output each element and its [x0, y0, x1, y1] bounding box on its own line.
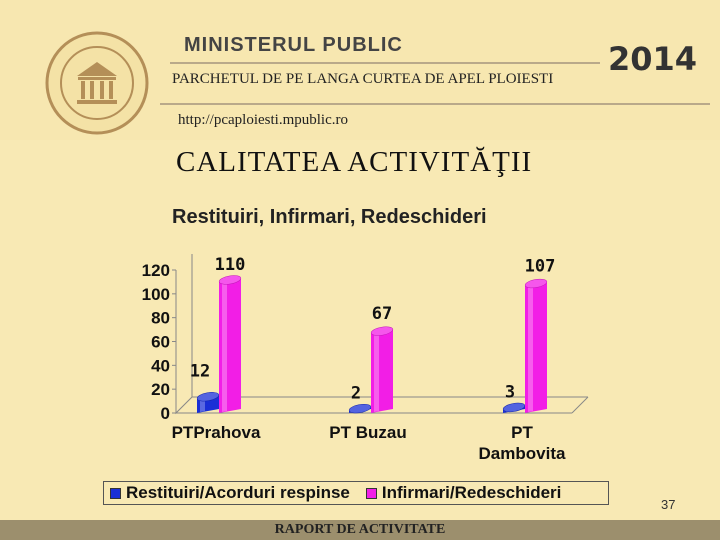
bar-highlight-infirmari-0 [222, 281, 227, 412]
bar-top-restituiri-1 [348, 403, 372, 414]
y-tick-label: 60 [151, 333, 170, 352]
bar-highlight-infirmari-1 [374, 333, 379, 412]
legend-item-restituiri: Restituiri/Acorduri respinse [110, 483, 350, 503]
slide-title: CALITATEA ACTIVITĂŢII [176, 146, 533, 178]
data-label: 2 [351, 384, 361, 404]
office-name: PARCHETUL DE PE LANGA CURTEA DE APEL PLO… [172, 71, 554, 87]
bar-highlight-infirmari-2 [528, 285, 533, 412]
x-tick-label: PTPrahova [172, 423, 261, 442]
bar-highlight-restituiri-0 [200, 398, 205, 412]
y-tick-label: 0 [161, 404, 170, 423]
chart-title: Restituiri, Infirmari, Redeschideri [172, 206, 487, 228]
page-number: 37 [661, 497, 676, 512]
legend-label-restituiri: Restituiri/Acorduri respinse [126, 483, 350, 502]
data-label: 67 [372, 304, 392, 324]
footer-text: RAPORT DE ACTIVITATE [274, 522, 446, 537]
bar-top-restituiri-2 [502, 402, 526, 413]
x-tick-label: Dambovita [479, 444, 566, 463]
website-url: http://pcaploiesti.mpublic.ro [178, 112, 348, 128]
axis-back-wall [175, 254, 193, 415]
ministry-name: MINISTERUL PUBLIC [184, 34, 403, 56]
x-tick-label: PT Buzau [329, 423, 406, 442]
x-tick-label: PT [511, 423, 533, 442]
data-label: 107 [525, 256, 556, 276]
y-tick-label: 100 [142, 285, 170, 304]
axis-floor-side [571, 396, 589, 414]
y-tick-label: 40 [151, 356, 170, 375]
data-label: 110 [215, 255, 246, 275]
footer-band [0, 520, 720, 540]
legend-swatch-blue [110, 487, 121, 499]
y-tick-label: 20 [151, 380, 170, 399]
header-divider [170, 62, 600, 64]
legend-label-infirmari: Infirmari/Redeschideri [381, 483, 562, 502]
prosecutor-office-logo [45, 31, 149, 135]
legend-item-infirmari: Infirmari/Redeschideri [365, 483, 562, 503]
report-year: 2014 [608, 40, 698, 78]
header-divider-2 [160, 103, 710, 105]
data-label: 3 [505, 382, 515, 402]
bar-top-infirmari-2 [524, 278, 548, 289]
bar-top-restituiri-0 [196, 392, 220, 402]
data-label: 12 [190, 362, 210, 382]
chart-legend: Restituiri/Acorduri respinse Infirmari/R… [103, 481, 609, 505]
y-tick-label: 80 [151, 309, 170, 328]
bar-top-infirmari-1 [370, 326, 394, 336]
legend-swatch-magenta [365, 487, 377, 499]
y-tick-label: 120 [142, 261, 170, 280]
bar-top-infirmari-0 [218, 275, 242, 285]
